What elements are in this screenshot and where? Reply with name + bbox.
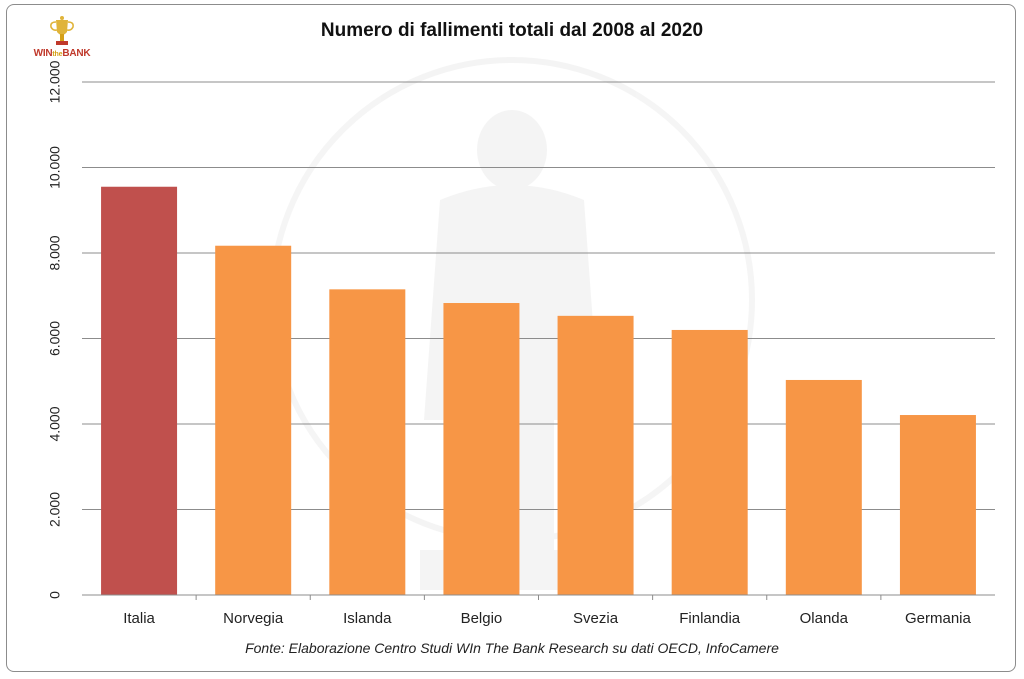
x-tick-label: Germania (905, 610, 972, 627)
y-tick-label: 8.000 (47, 235, 63, 270)
y-tick-label: 6.000 (47, 321, 63, 356)
x-tick-label: Norvegia (223, 610, 284, 627)
x-tick-label: Svezia (573, 610, 619, 627)
source-caption: Fonte: Elaborazione Centro Studi WIn The… (245, 640, 779, 656)
chart-title: Numero di fallimenti totali dal 2008 al … (320, 20, 704, 41)
x-tick-label: Italia (123, 610, 155, 627)
bar-svezia (557, 315, 634, 595)
logo-wordmark: WINtheBANK (33, 48, 91, 59)
y-tick-label: 2.000 (47, 492, 63, 527)
x-tick-label: Olanda (800, 610, 849, 627)
bar-norvegia (215, 245, 292, 596)
bar-olanda (785, 379, 862, 595)
x-tick-label: Finlandia (679, 610, 741, 627)
x-tick-label: Belgio (461, 610, 503, 627)
y-tick-label: 10.000 (47, 146, 63, 189)
x-axis-ticks: Italia Norvegia Islanda Belgio Svezia Finland… (123, 595, 972, 627)
bar-islanda (329, 289, 406, 595)
y-axis-ticks: 0 2.000 4.000 6.000 8.000 10.000 12.000 (47, 60, 63, 599)
bar-italia (101, 186, 178, 596)
bar-germania (899, 415, 976, 595)
trophy-icon (50, 16, 74, 45)
y-tick-label: 4.000 (47, 406, 63, 441)
bars-group (101, 186, 976, 596)
bar-finlandia (671, 329, 748, 595)
brand-logo: WINtheBANK (26, 14, 98, 64)
x-tick-label: Islanda (343, 610, 392, 627)
bar-belgio (443, 303, 520, 595)
y-tick-label: 0 (47, 591, 63, 599)
y-tick-label: 12.000 (47, 60, 63, 103)
